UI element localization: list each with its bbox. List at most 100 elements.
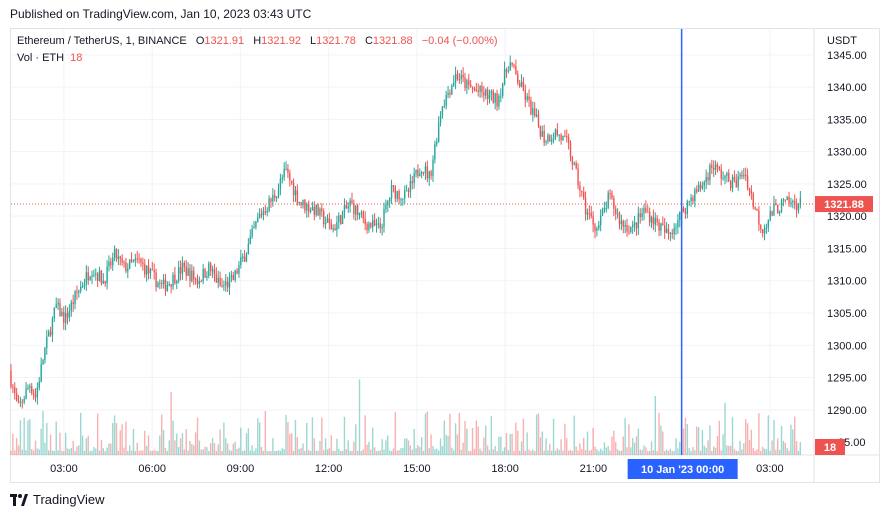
candle-body (217, 277, 219, 283)
candle-body (778, 212, 781, 214)
candle-body (490, 90, 493, 95)
volume-bar (40, 428, 42, 455)
footer-brand[interactable]: TradingView (10, 492, 105, 507)
volume-bar (697, 426, 700, 455)
volume-bar (42, 410, 44, 455)
volume-bar (477, 426, 479, 455)
volume-bar (217, 444, 219, 455)
candle-body (238, 265, 240, 274)
volume-bar (29, 419, 31, 455)
volume-bar (430, 434, 432, 455)
volume-bar (737, 450, 739, 455)
volume-bar (219, 429, 221, 455)
volume-value: 18 (70, 52, 83, 64)
volume-bar (215, 450, 218, 455)
volume-bar (119, 430, 121, 455)
volume-bar (641, 450, 643, 455)
volume-bar (522, 418, 525, 455)
volume-bar (123, 447, 125, 455)
candle-body (226, 281, 229, 288)
candle-body (49, 331, 52, 336)
candle-body (370, 223, 372, 228)
volume-bar (345, 449, 348, 455)
candle-body (128, 259, 131, 269)
chart-frame[interactable] (10, 28, 880, 483)
candle-body (598, 224, 600, 229)
volume-bar (290, 433, 293, 455)
volume-bar (144, 430, 146, 455)
volume-bar (777, 438, 779, 455)
candle-body (44, 347, 46, 361)
candle-body (712, 167, 715, 170)
candle-body (110, 261, 112, 266)
candle-body (19, 401, 22, 403)
candle-body (696, 189, 698, 192)
volume-bar (483, 437, 485, 455)
volume-bar (728, 445, 730, 455)
candle-body (168, 284, 170, 286)
candle-body (85, 272, 88, 284)
volume-bar (532, 449, 534, 455)
volume-bar (786, 448, 788, 455)
candle-body (526, 96, 528, 100)
volume-bar (398, 450, 400, 455)
volume-bar (44, 442, 46, 455)
volume-bar (404, 438, 406, 455)
volume-bar (321, 417, 323, 455)
volume-bar (372, 427, 374, 455)
volume-bar (432, 446, 434, 455)
volume-bar (153, 450, 155, 455)
volume-bar (242, 450, 244, 455)
candle-body (613, 198, 615, 209)
candle-body (347, 205, 349, 209)
volume-bar (449, 413, 451, 455)
volume-bar (204, 446, 206, 455)
candle-body (356, 205, 359, 216)
candle-body (61, 311, 63, 317)
volume-bar (300, 448, 302, 455)
candle-body (694, 189, 696, 202)
candle-body (115, 248, 118, 260)
volume-bar (117, 450, 120, 455)
price-tick-label: 1320.00 (827, 211, 867, 223)
candle-body (234, 270, 236, 281)
volume-bar (677, 448, 679, 455)
candle-body (266, 210, 268, 213)
volume-bar (306, 422, 308, 455)
volume-bar (558, 449, 560, 455)
volume-bar (394, 412, 397, 455)
candle-body (775, 203, 777, 205)
candle-body (51, 318, 54, 336)
volume-bar (87, 435, 89, 455)
candle-body (404, 190, 406, 199)
volume-bar (80, 412, 82, 455)
volume-bar (232, 443, 234, 455)
close-value: 1321.88 (372, 35, 413, 47)
candle-body (605, 207, 608, 209)
candle-body (746, 175, 749, 189)
candle-body (686, 201, 689, 214)
volume-bar (428, 448, 430, 455)
volume-bar (592, 427, 594, 455)
time-tick-label: 03:00 (50, 463, 78, 475)
candle-body (144, 264, 146, 275)
volume-bar (38, 449, 40, 455)
candle-body (332, 228, 334, 230)
candle-body (714, 164, 717, 170)
candle-body (622, 220, 624, 227)
price-tick-label: 1300.00 (827, 340, 867, 352)
candle-body (14, 387, 16, 394)
candle-body (390, 185, 393, 199)
candle-body (590, 213, 592, 217)
change-value: −0.04 (−0.00%) (421, 35, 498, 47)
candle-body (667, 229, 670, 234)
volume-bar (714, 447, 717, 455)
volume-bar (368, 441, 370, 455)
volume-bar (279, 450, 282, 455)
volume-bar (763, 448, 766, 455)
candle-body (298, 202, 300, 204)
volume-bar (665, 449, 668, 455)
volume-bar (735, 450, 737, 455)
volume-bar (289, 434, 291, 455)
